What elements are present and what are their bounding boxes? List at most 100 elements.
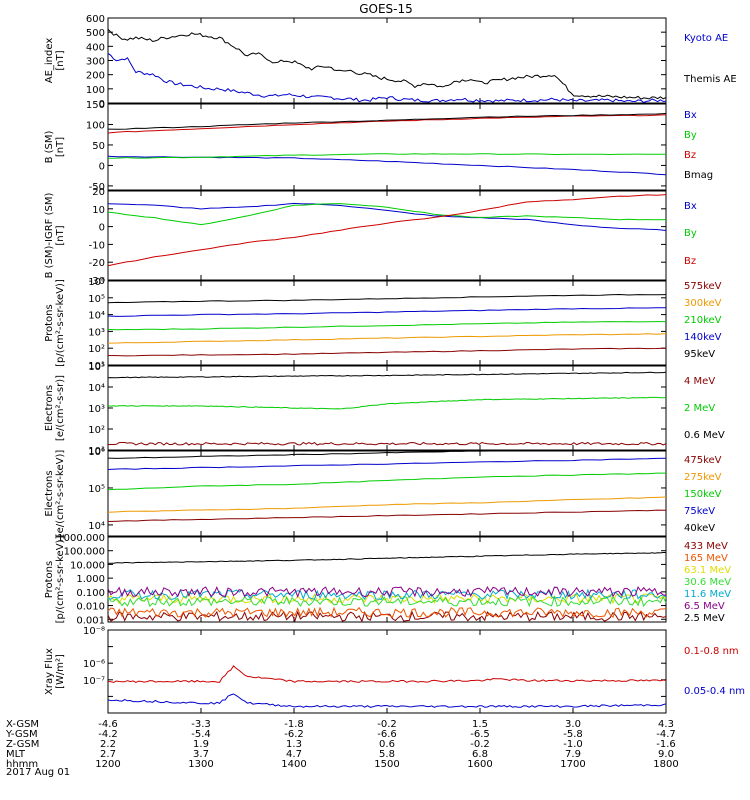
legend-entry: Kyoto AE: [684, 33, 728, 44]
y-axis-label: Electrons: [44, 385, 55, 431]
y-tick-label: 10⁵: [88, 362, 105, 373]
panel-bsm: -50 0 50 100 150 B (SM) [nT] Bx By Bz Bmag: [44, 100, 713, 193]
x-axis-value: -0.2: [470, 739, 490, 750]
y-tick-label: -10: [89, 240, 105, 251]
legend-entry: 300keV: [684, 298, 722, 309]
y-tick-label: 10.000: [70, 560, 105, 571]
panel-frame: [107, 629, 667, 714]
legend-entry: 165 MeV: [684, 553, 728, 564]
legend-entry: 0.05-0.4 nm: [684, 686, 745, 697]
x-axis-value: 1700: [560, 759, 585, 770]
y-axis-label: [nT]: [55, 50, 66, 70]
panel-frame: [107, 190, 667, 281]
y-tick-label: 10⁶: [88, 447, 105, 458]
series-line: [107, 665, 667, 683]
series-line: [107, 450, 666, 459]
y-tick-label: -30: [89, 276, 105, 287]
x-axis-row-label: X-GSM: [6, 719, 39, 730]
panel-protons_kev: 10¹ 10² 10³ 10⁴ 10⁵ 10⁶ Protons [p/(cm²-s-sr-ke…: [44, 277, 722, 372]
legend-entry: Bz: [684, 150, 696, 161]
y-axis-label: Protons: [44, 304, 55, 341]
series-line: [107, 28, 667, 100]
legend-entry: 95keV: [684, 349, 715, 360]
series-line: [107, 333, 667, 344]
panel-frame: [107, 365, 667, 451]
y-tick-label: 150: [86, 100, 105, 111]
series-line: [107, 606, 667, 618]
legend-entry: 210keV: [684, 315, 722, 326]
x-axis-value: 1400: [281, 759, 306, 770]
y-axis-label: AE_index: [44, 38, 55, 84]
y-tick-label: 10¹: [88, 446, 105, 457]
legend-entry: Bz: [684, 256, 696, 267]
x-axis-row-label: Y-GSM: [5, 729, 38, 740]
series-line: [107, 153, 667, 159]
y-tick-label: 300: [86, 57, 105, 68]
series-line: [107, 586, 667, 599]
panel-electrons_mev: 10¹ 10² 10³ 10⁴ 10⁵ Electrons [e/(cm²-s-sr)] 4 …: [44, 362, 725, 457]
y-axis-label: B (SM): [44, 130, 55, 163]
x-axis-value: 4.7: [286, 749, 302, 760]
y-axis-label: Xray Flux: [44, 648, 55, 695]
legend-entry: Themis AE: [683, 74, 737, 85]
series-line: [107, 509, 667, 522]
y-tick-label: 10²: [88, 344, 105, 355]
y-tick-label: 0: [99, 99, 105, 110]
x-axis-value: -5.4: [191, 729, 211, 740]
x-axis-value: 4.3: [658, 719, 674, 730]
y-tick-label: 10⁻⁶: [83, 659, 105, 670]
series-line: [107, 371, 667, 379]
y-tick-label: 10⁴: [88, 311, 105, 322]
y-tick-label: 0.100: [76, 588, 105, 599]
y-tick-label: 10³: [88, 404, 105, 415]
y-axis-label: B (SM)-IGRF (SM): [44, 193, 55, 279]
series-line: [107, 592, 667, 605]
y-tick-label: 10²: [88, 425, 105, 436]
x-axis-value: -0.2: [377, 719, 397, 730]
y-tick-label: 10⁴: [88, 383, 105, 394]
series-line: [107, 396, 667, 410]
x-axis-value: -1.8: [284, 719, 304, 730]
legend-entry: 433 MeV: [684, 541, 728, 552]
legend-entry: Bmag: [684, 170, 713, 181]
y-tick-label: 1.000: [76, 574, 105, 585]
y-axis-label: [W/m²]: [55, 654, 66, 689]
panel-ae: 0 100 200 300 400 500 600 AE_index [nT] Kyoto AE T…: [44, 14, 737, 110]
legend-entry: By: [684, 228, 697, 239]
y-tick-label: 10³: [88, 327, 105, 338]
x-axis-value: 1.5: [472, 719, 488, 730]
legend-entry: 30.6 MeV: [684, 577, 731, 588]
legend-entry: 2.5 MeV: [684, 613, 725, 624]
y-tick-label: 10⁵: [88, 484, 105, 495]
panel-xray: 10⁻⁷ 10⁻⁶ 10⁻⁸ Xray Flux [W/m²] 0.1-0.8 nm 0.0…: [44, 626, 745, 714]
panel-frame: [107, 536, 667, 623]
y-tick-label: 0.010: [76, 602, 105, 613]
x-axis-value: 7.9: [565, 749, 581, 760]
y-tick-label: 10⁻⁸: [83, 626, 105, 637]
y-axis-label: [nT]: [55, 137, 66, 157]
legend-entry: 150keV: [684, 489, 722, 500]
legend-entry: 0.6 MeV: [684, 430, 725, 441]
y-tick-label: 10: [92, 205, 105, 216]
series-line: [107, 595, 667, 608]
x-axis-value: 2.2: [100, 739, 116, 750]
legend-entry: Bx: [684, 110, 697, 121]
series-line: [107, 113, 667, 130]
x-axis-value: 1800: [653, 759, 678, 770]
series-line: [107, 155, 667, 176]
x-axis-value: -1.6: [656, 739, 676, 750]
series-line: [107, 496, 667, 513]
series-line: [107, 203, 667, 226]
x-axis-value: 2.7: [100, 749, 116, 760]
x-axis-table: X-GSM -4.6 -3.3 -1.8 -0.2 1.5 3.0 4.3 Y-GSM -4.2 -…: [5, 719, 679, 770]
y-tick-label: -20: [89, 258, 105, 269]
panel-electrons_kev: 10⁴ 10⁵ 10⁶ Electrons [e/(cm²-s-sr-keV)] 475k…: [44, 447, 722, 537]
y-tick-label: 10⁶: [88, 277, 105, 288]
date-label: 2017 Aug 01: [6, 767, 70, 778]
series-line: [107, 347, 667, 357]
y-tick-label: 600: [86, 14, 105, 25]
y-axis-label: [e/(cm²-s-sr-keV)]: [55, 450, 66, 538]
legend-entry: 575keV: [684, 281, 722, 292]
